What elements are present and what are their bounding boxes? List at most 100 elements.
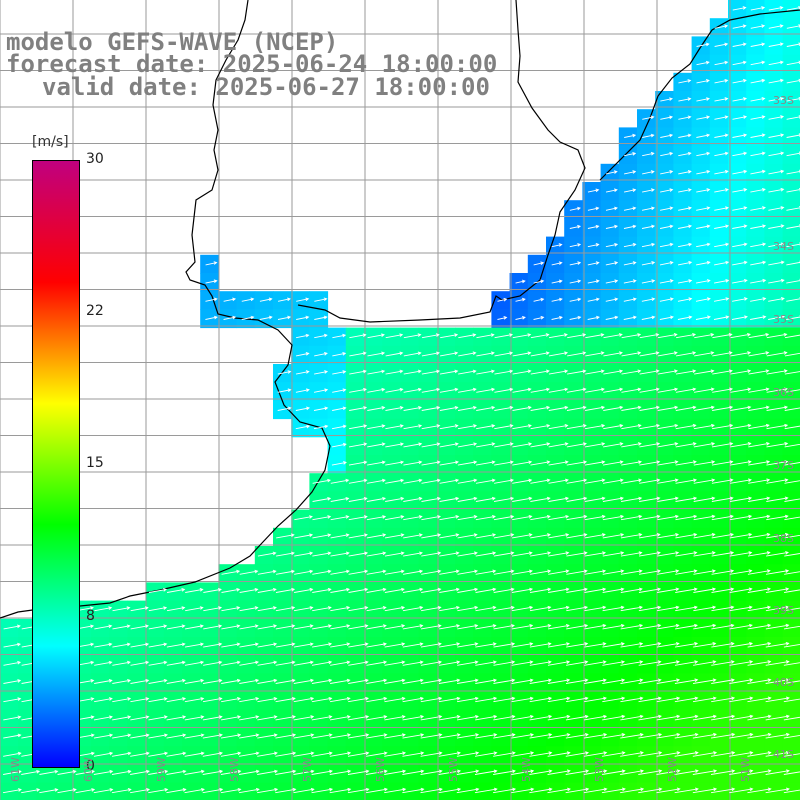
wind-arrow	[714, 78, 729, 84]
wind-arrow	[732, 78, 747, 84]
wind-arrow	[239, 606, 259, 612]
wind-arrow	[692, 696, 717, 703]
wind-arrow	[385, 351, 404, 357]
wind-cell	[691, 527, 711, 547]
wind-arrow	[367, 460, 386, 466]
wind-arrow	[678, 97, 692, 102]
wind-arrow	[348, 587, 369, 593]
wind-arrow	[730, 460, 752, 466]
wind-arrow	[148, 642, 168, 648]
wind-arrow	[783, 716, 800, 721]
wind-cell	[618, 728, 638, 747]
wind-arrow	[639, 351, 660, 357]
wind-arrow	[530, 333, 550, 339]
wind-arrow	[457, 605, 479, 612]
wind-arrow	[748, 369, 770, 375]
wind-arrow	[420, 751, 443, 757]
wind-arrow	[367, 351, 386, 357]
wind-arrow	[638, 569, 661, 575]
wind-arrow	[732, 242, 748, 248]
wind-arrow	[457, 551, 478, 557]
wind-cell	[564, 655, 583, 674]
lon-label: 60W	[82, 757, 95, 782]
wind-cell	[436, 728, 456, 747]
wind-arrow	[148, 751, 169, 757]
wind-arrow	[403, 478, 423, 484]
wind-arrow	[185, 588, 204, 593]
wind-arrow	[712, 351, 733, 357]
wind-arrow	[329, 769, 352, 775]
wind-arrow	[311, 751, 333, 757]
wind-arrow	[696, 42, 710, 47]
wind-arrow	[511, 569, 533, 575]
wind-arrow	[783, 680, 800, 684]
wind-arrow	[3, 697, 22, 703]
wind-arrow	[438, 751, 461, 757]
wind-arrow	[603, 423, 624, 430]
wind-arrow	[3, 642, 21, 648]
wind-arrow	[620, 751, 644, 757]
wind-arrow	[148, 660, 168, 666]
wind-cell	[782, 764, 800, 784]
wind-cell	[564, 764, 583, 784]
wind-arrow	[184, 715, 205, 721]
wind-arrow	[130, 788, 151, 794]
wind-cell	[600, 746, 620, 765]
wind-cell	[309, 764, 329, 784]
wind-arrow	[385, 442, 404, 448]
wind-arrow	[623, 188, 637, 193]
wind-arrow	[711, 460, 734, 466]
wind-cell	[655, 764, 674, 784]
wind-arrow	[620, 642, 644, 648]
wind-arrow	[642, 133, 655, 138]
wind-arrow	[768, 78, 784, 84]
wind-arrow	[750, 187, 766, 193]
wind-arrow	[330, 551, 350, 557]
wind-arrow	[457, 515, 478, 521]
wind-arrow	[257, 715, 278, 721]
wind-arrow	[620, 787, 645, 794]
wind-arrow	[750, 278, 767, 284]
wind-arrow	[584, 460, 606, 466]
wind-arrow	[674, 660, 699, 666]
wind-arrow	[313, 406, 329, 411]
wind-arrow	[569, 224, 582, 229]
wind-arrow	[312, 533, 332, 539]
wind-cell	[764, 473, 784, 492]
wind-arrow	[784, 389, 800, 393]
wind-arrow	[530, 551, 552, 557]
wind-cell	[364, 746, 383, 765]
wind-cell	[582, 764, 602, 784]
wind-cell	[655, 728, 674, 747]
wind-arrow	[439, 424, 459, 430]
wind-arrow	[148, 697, 168, 703]
wind-arrow	[551, 315, 563, 320]
wind-cell	[782, 673, 800, 693]
wind-arrow	[166, 660, 186, 666]
wind-arrow	[493, 569, 515, 575]
wind-arrow	[675, 478, 697, 484]
wind-arrow	[765, 732, 790, 739]
wind-arrow	[710, 751, 736, 757]
wind-cell	[564, 746, 583, 765]
wind-arrow	[784, 334, 800, 339]
wind-arrow	[294, 587, 314, 593]
wind-cell	[746, 509, 765, 529]
wind-cell	[473, 709, 492, 729]
wind-cell	[637, 509, 656, 529]
wind-arrow	[768, 6, 784, 11]
wind-arrow	[223, 297, 237, 302]
wind-arrow	[750, 242, 767, 248]
wind-cell	[637, 673, 656, 693]
wind-cell	[327, 764, 347, 784]
wind-cell	[582, 746, 602, 765]
wind-arrow	[457, 405, 477, 411]
wind-arrow	[475, 569, 497, 575]
wind-arrow	[620, 696, 644, 703]
wind-arrow	[750, 297, 767, 302]
wind-cell	[382, 764, 401, 784]
wind-cell	[564, 673, 583, 693]
wind-arrow	[768, 224, 785, 229]
wind-arrow	[239, 587, 259, 593]
wind-arrow	[657, 587, 680, 593]
